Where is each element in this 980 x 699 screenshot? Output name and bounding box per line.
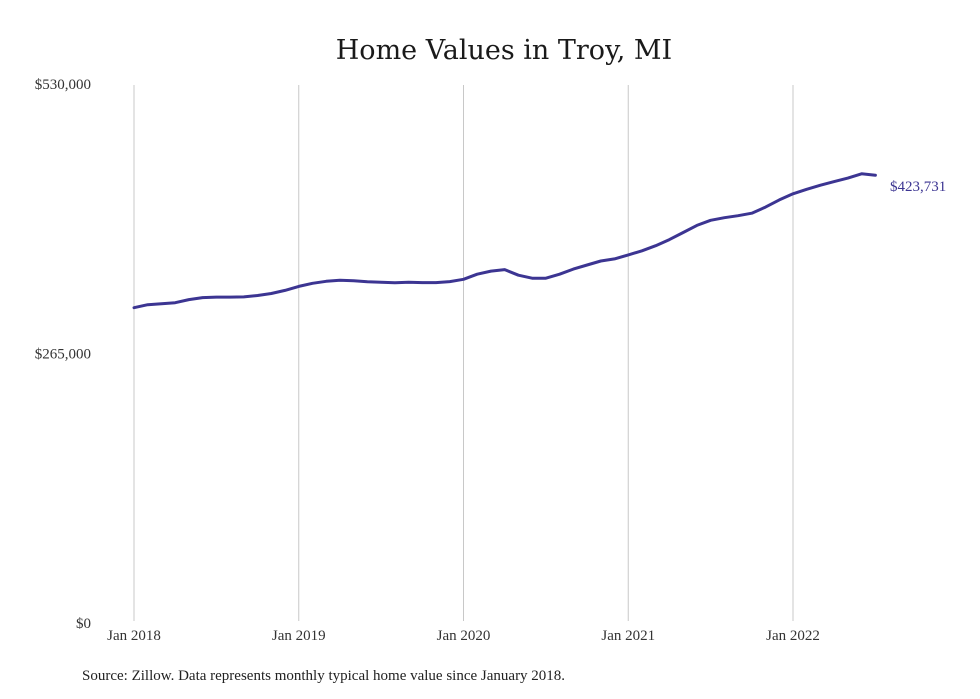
chart-title: Home Values in Troy, MI	[336, 35, 672, 66]
source-note: Source: Zillow. Data represents monthly …	[82, 668, 566, 684]
y-tick-label: $265,000	[35, 347, 91, 363]
x-tick-label: Jan 2022	[766, 628, 820, 644]
x-axis-ticks: Jan 2018 Jan 2019 Jan 2020 Jan 2021 Jan 2022	[107, 628, 820, 644]
series-layer	[132, 172, 877, 310]
x-tick-label: Jan 2019	[272, 628, 326, 644]
y-tick-label: $0	[76, 616, 91, 632]
x-tick-label: Jan 2021	[601, 628, 655, 644]
home-value-line	[132, 172, 877, 310]
y-axis-ticks: $0 $265,000 $530,000	[35, 77, 91, 632]
x-gridlines	[133, 85, 794, 621]
y-tick-label: $530,000	[35, 77, 91, 93]
x-tick-label: Jan 2018	[107, 628, 161, 644]
end-value-label: $423,731	[890, 179, 946, 195]
x-tick-label: Jan 2020	[437, 628, 491, 644]
